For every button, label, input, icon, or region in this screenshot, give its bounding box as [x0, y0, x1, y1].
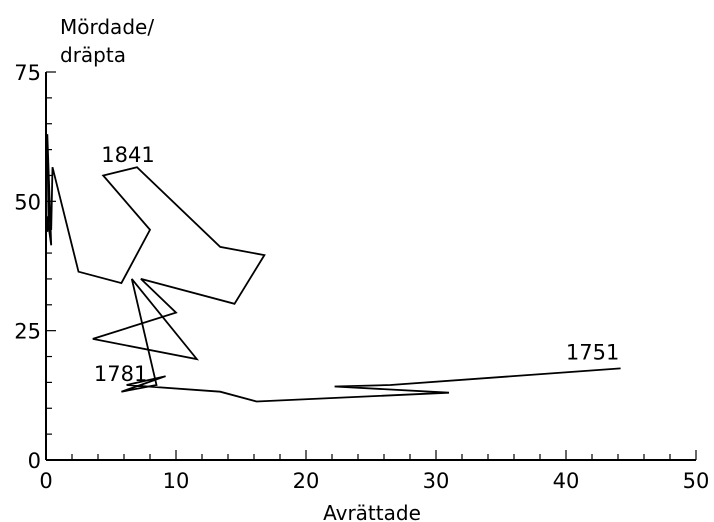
x-tick-label: 50	[683, 469, 710, 493]
annotations: 1751 1781 1841	[94, 143, 619, 386]
x-axis-ticks: 0 10 20 30 40 50	[39, 450, 709, 493]
annotation-label: 1841	[101, 143, 154, 167]
y-axis-ticks: 0 25 50 75	[14, 61, 56, 473]
x-tick-label: 20	[293, 469, 320, 493]
x-axis-label: Avrättade	[323, 501, 421, 522]
x-tick-label: 30	[423, 469, 450, 493]
series-line-0	[46, 134, 621, 403]
y-tick-label: 50	[14, 190, 41, 214]
axes	[45, 72, 696, 461]
y-tick-label: 25	[14, 320, 41, 344]
y-axis-label-line-2: dräpta	[60, 43, 126, 67]
x-tick-label: 0	[39, 469, 52, 493]
y-tick-label: 0	[28, 449, 41, 473]
annotation-label: 1781	[94, 362, 147, 386]
y-tick-label: 75	[14, 61, 41, 85]
x-tick-label: 40	[553, 469, 580, 493]
annotation-label: 1751	[566, 340, 619, 364]
y-axis-label: Mördade/	[60, 15, 154, 39]
x-tick-label: 10	[163, 469, 190, 493]
series-layer	[46, 134, 621, 403]
